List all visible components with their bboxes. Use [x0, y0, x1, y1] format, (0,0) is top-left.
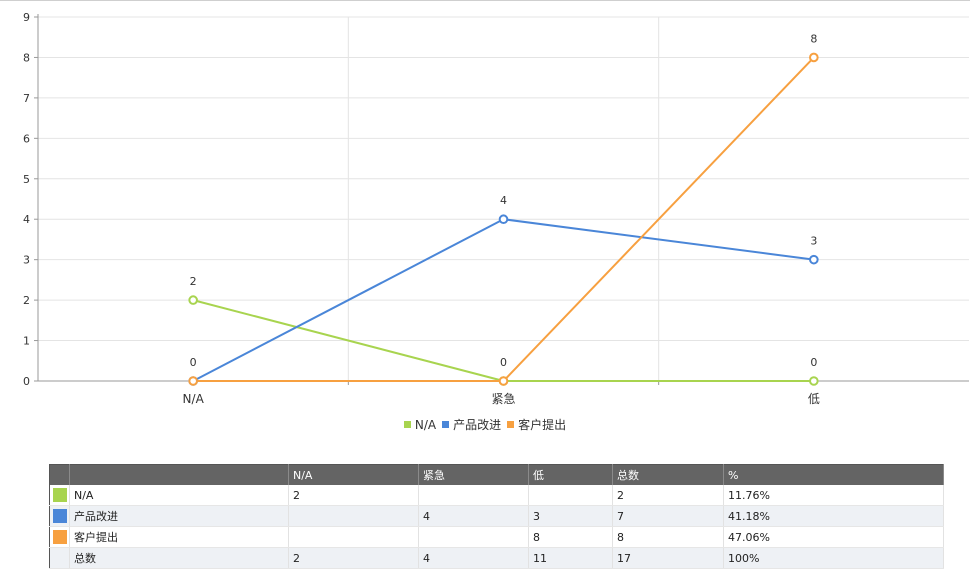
data-point: [188, 376, 198, 386]
table-cell: 17: [612, 547, 724, 569]
table-header-cell: N/A: [288, 464, 419, 485]
legend-label: 产品改进: [453, 418, 502, 432]
legend-label: 客户提出: [518, 418, 567, 432]
chart-axes: 0 1 2 3 4 5 6 7 8 9 N/A 紧急 低: [23, 11, 969, 406]
y-tick-label: 4: [23, 213, 30, 226]
data-label: 0: [810, 356, 817, 369]
legend-item[interactable]: 客户提出: [507, 416, 566, 433]
table-cell: [418, 526, 529, 548]
table-cell: 4: [418, 505, 529, 527]
table-header-cell: [69, 464, 289, 485]
chart-lines: [188, 52, 819, 386]
data-label: 3: [810, 235, 817, 248]
data-point: [809, 52, 819, 63]
legend-swatch: [403, 421, 411, 428]
data-point: [498, 214, 509, 225]
chart-grid: [38, 16, 969, 381]
x-tick-label: 低: [808, 392, 820, 406]
table-cell: 11.76%: [723, 485, 944, 506]
color-swatch: [52, 509, 67, 523]
top-border: [0, 0, 970, 1]
table-row: 客户提出 8 8 47.06%: [49, 526, 944, 548]
chart-legend: N/A 产品改进 客户提出: [0, 416, 970, 433]
table-cell: 2: [288, 547, 419, 569]
table-cell: 41.18%: [723, 505, 944, 527]
table-cell: [288, 505, 419, 527]
color-swatch-cell: [49, 526, 70, 548]
table-cell: 客户提出: [69, 526, 289, 548]
table-cell: [528, 485, 613, 506]
data-label: 4: [500, 194, 507, 207]
legend-item[interactable]: 产品改进: [442, 416, 501, 433]
color-swatch-cell: [49, 547, 70, 569]
table-row: 产品改进 4 3 7 41.18%: [49, 505, 944, 527]
x-tick-label: 紧急: [491, 391, 515, 406]
data-table: N/A 紧急低总数% N/A 2 2 11.76% 产品改进 4 3 7 41.18% 客户提出 8 8…: [49, 464, 944, 569]
table-cell: N/A: [69, 485, 289, 506]
color-swatch: [52, 488, 67, 502]
legend-swatch: [442, 421, 450, 428]
data-point: [188, 295, 198, 305]
table-cell: [288, 526, 419, 548]
data-point: [809, 254, 819, 265]
data-label: 2: [190, 275, 197, 288]
table-row: 总数 2 4 11 17 100%: [49, 547, 944, 569]
y-tick-label: 2: [23, 294, 30, 307]
table-header-row: N/A 紧急低总数%: [49, 464, 944, 485]
line-chart: 0 1 2 3 4 5 6 7 8 9 N/A 紧急 低 2 0 0 4 0 3 8: [23, 11, 969, 406]
color-swatch: [52, 530, 67, 544]
y-tick-label: 3: [23, 254, 30, 267]
table-header-cell: 低: [528, 464, 613, 485]
table-cell: 3: [528, 505, 613, 527]
table-cell: 47.06%: [723, 526, 944, 548]
table-cell: 2: [288, 485, 419, 506]
table-cell: 7: [612, 505, 724, 527]
y-tick-label: 0: [23, 375, 30, 388]
data-label: 0: [500, 356, 507, 369]
table-row: N/A 2 2 11.76%: [49, 485, 944, 506]
table-header-cell: [49, 464, 70, 485]
color-swatch-cell: [49, 505, 70, 527]
y-tick-label: 9: [23, 11, 30, 24]
chart-labels: 2 0 0 4 0 3 8: [190, 32, 818, 369]
table-header-cell: 总数: [612, 464, 724, 485]
data-label: 0: [190, 356, 197, 369]
data-point: [809, 376, 819, 386]
legend-swatch: [507, 421, 515, 428]
table-cell: 总数: [69, 547, 289, 569]
table-cell: 100%: [723, 547, 944, 569]
data-point: [498, 376, 509, 386]
x-tick-label: N/A: [183, 392, 205, 406]
data-label: 8: [810, 32, 817, 45]
table-cell: 8: [528, 526, 613, 548]
table-cell: 2: [612, 485, 724, 506]
table-cell: [418, 485, 529, 506]
table-header-cell: 紧急: [418, 464, 529, 485]
y-tick-label: 8: [23, 51, 30, 64]
legend-item[interactable]: N/A: [403, 417, 437, 432]
color-swatch-cell: [49, 485, 70, 506]
table-cell: 11: [528, 547, 613, 569]
table-cell: 4: [418, 547, 529, 569]
table-cell: 产品改进: [69, 505, 289, 527]
y-tick-label: 7: [23, 92, 30, 105]
legend-label: N/A: [414, 417, 437, 432]
y-tick-label: 6: [23, 132, 30, 145]
table-header-cell: %: [723, 464, 944, 485]
y-tick-label: 5: [23, 173, 30, 186]
table-cell: 8: [612, 526, 724, 548]
y-tick-label: 1: [23, 335, 30, 348]
